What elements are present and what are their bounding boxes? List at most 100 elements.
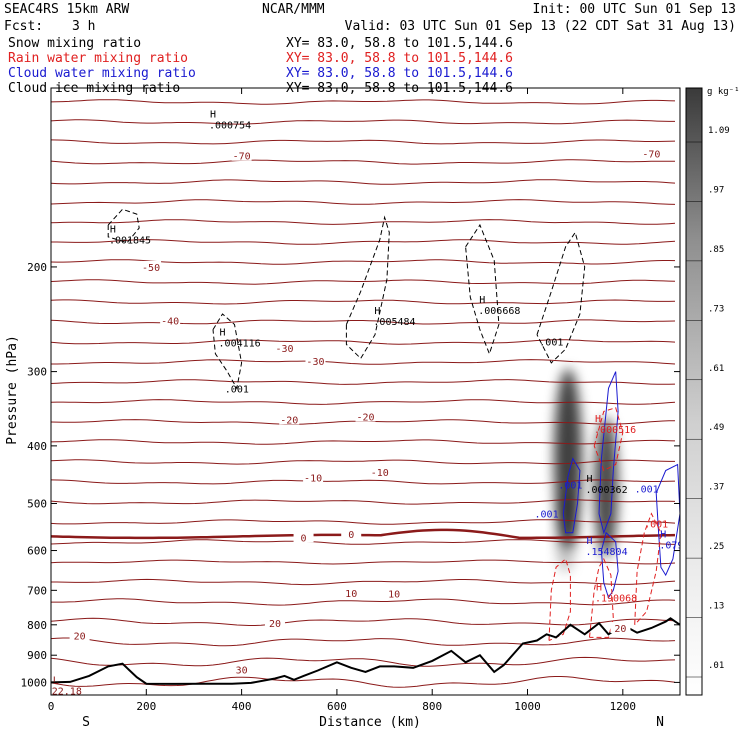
extremum-marker: H bbox=[479, 295, 485, 306]
isotherm-label: 0 bbox=[301, 533, 307, 544]
isotherm-label: 0 bbox=[348, 530, 354, 541]
isotherm-line bbox=[51, 299, 676, 305]
snow-contour bbox=[212, 313, 243, 390]
y-axis-title: Pressure (hPa) bbox=[5, 335, 20, 445]
plot-frame bbox=[50, 87, 681, 696]
isotherm-label-bg bbox=[369, 466, 390, 478]
mixing-ratio-label: .001 bbox=[539, 338, 563, 349]
isotherm-line bbox=[51, 359, 676, 365]
extremum-value: .005484 bbox=[373, 317, 415, 328]
isotherm-line bbox=[51, 379, 676, 385]
isotherm-label: -50 bbox=[142, 263, 160, 274]
colorbar-label: .49 bbox=[708, 423, 724, 433]
extremum-marker: H bbox=[374, 306, 380, 317]
isotherm-line bbox=[51, 598, 676, 606]
forecast-label: Fcst: bbox=[4, 19, 43, 34]
extremum-marker: H bbox=[210, 109, 216, 120]
isotherm-label: 10 bbox=[388, 590, 400, 601]
extremum-marker: L bbox=[53, 676, 59, 687]
init-time: Init: 00 UTC Sun 01 Sep 13 bbox=[533, 2, 737, 17]
isotherm-label-bg bbox=[303, 471, 324, 483]
isotherm-label-bg bbox=[305, 355, 326, 367]
snow-contour bbox=[536, 231, 586, 364]
mixing-ratio-shading bbox=[594, 417, 619, 558]
extremum-marker: H bbox=[586, 474, 592, 485]
colorbar-label: .73 bbox=[708, 304, 724, 314]
extremum-value: .07909 bbox=[659, 540, 695, 551]
isotherm-line bbox=[51, 656, 676, 667]
extremum-marker: H bbox=[586, 536, 592, 547]
x-tick-label: 400 bbox=[232, 700, 252, 713]
isotherm-label: 20 bbox=[269, 619, 281, 630]
isotherm-label-bg bbox=[341, 528, 362, 540]
extremum-marker: H bbox=[660, 529, 666, 540]
x-tick-label: 600 bbox=[327, 700, 347, 713]
extremum-value: .006668 bbox=[478, 306, 520, 317]
plot-area: -50 -40 -30 -30 -20 -20 -10 -10 -70 -70 0 0 10 10 20 20… bbox=[51, 99, 695, 698]
extremum-marker: H bbox=[220, 328, 226, 339]
legend-snow-name: Snow mixing ratio bbox=[8, 36, 141, 51]
isotherm-line bbox=[51, 439, 676, 445]
isotherm-label: 30 bbox=[236, 665, 248, 676]
mixing-ratio-label: .001 bbox=[535, 510, 559, 521]
isotherm-label-bg bbox=[231, 663, 252, 675]
y-tick-label: 1000 bbox=[21, 676, 48, 689]
isotherm-label: 20 bbox=[74, 632, 86, 643]
valid-time: Valid: 03 UTC Sun 01 Sep 13 (22 CDT Sat … bbox=[345, 19, 736, 34]
legend-rain-xy: XY= 83.0, 58.8 to 101.5,144.6 bbox=[286, 51, 513, 66]
y-tick-label: 700 bbox=[27, 584, 47, 597]
extremum-marker: H bbox=[110, 224, 116, 235]
colorbar-unit: g kg⁻¹ bbox=[707, 87, 740, 97]
snow-contour bbox=[107, 208, 140, 244]
extremum-value: .190068 bbox=[595, 593, 637, 604]
isotherm-label-bg bbox=[610, 622, 631, 634]
isotherm-label: -30 bbox=[275, 344, 293, 355]
isotherm-label-bg bbox=[69, 629, 90, 641]
isotherm-label: 20 bbox=[614, 624, 626, 635]
isotherm-label: -20 bbox=[280, 415, 298, 426]
cloud-water-contour bbox=[598, 371, 619, 535]
isotherm-line bbox=[51, 559, 676, 565]
isotherm-line bbox=[51, 399, 676, 405]
extremum-value: .004116 bbox=[219, 339, 261, 350]
isotherm-label: -10 bbox=[304, 473, 322, 484]
isotherm-label: -40 bbox=[161, 316, 179, 327]
isotherm-label: -20 bbox=[356, 413, 374, 424]
mixing-ratio-label: .001 bbox=[558, 481, 582, 492]
legend-cloud-water-xy: XY= 83.0, 58.8 to 101.5,144.6 bbox=[286, 66, 513, 81]
isotherm-label: -10 bbox=[371, 468, 389, 479]
extremum-value: 22.18 bbox=[52, 687, 82, 698]
rain-contour bbox=[593, 407, 624, 472]
isotherm-line bbox=[51, 578, 676, 586]
y-tick-label: 200 bbox=[27, 261, 47, 274]
mixing-ratio-label: .001 bbox=[644, 519, 668, 530]
colorbar-label: .37 bbox=[708, 483, 724, 493]
isotherm-label-bg bbox=[293, 531, 314, 543]
mixing-ratio-label: .001 bbox=[635, 485, 659, 496]
isotherm-line bbox=[51, 499, 676, 505]
isotherm-label-bg bbox=[264, 616, 285, 628]
snow-contour bbox=[345, 215, 390, 360]
forecast-hour: 3 h bbox=[72, 19, 95, 34]
x-axis-title: Distance (km) bbox=[319, 715, 421, 730]
isotherm-line bbox=[51, 339, 676, 345]
x-tick-label: 200 bbox=[136, 700, 156, 713]
isotherm-line bbox=[51, 179, 676, 185]
colorbar bbox=[685, 87, 703, 696]
extremum-value: .000516 bbox=[594, 425, 636, 436]
isotherm-line bbox=[51, 539, 676, 545]
extremum-value: .000362 bbox=[585, 485, 627, 496]
isotherm-line bbox=[51, 239, 676, 245]
isotherm-label-bg bbox=[160, 314, 181, 326]
colorbar-label: 1.09 bbox=[708, 126, 730, 136]
y-tick-label: 500 bbox=[27, 497, 47, 510]
model-title: SEAC4RS 15km ARW bbox=[4, 2, 129, 17]
rain-contour bbox=[634, 512, 662, 626]
extremum-marker: H bbox=[595, 414, 601, 425]
y-tick-label: 600 bbox=[27, 545, 47, 558]
isotherm-label-bg bbox=[341, 586, 362, 598]
terrain-profile-line bbox=[51, 617, 680, 685]
x-tick-label: 1000 bbox=[514, 700, 541, 713]
